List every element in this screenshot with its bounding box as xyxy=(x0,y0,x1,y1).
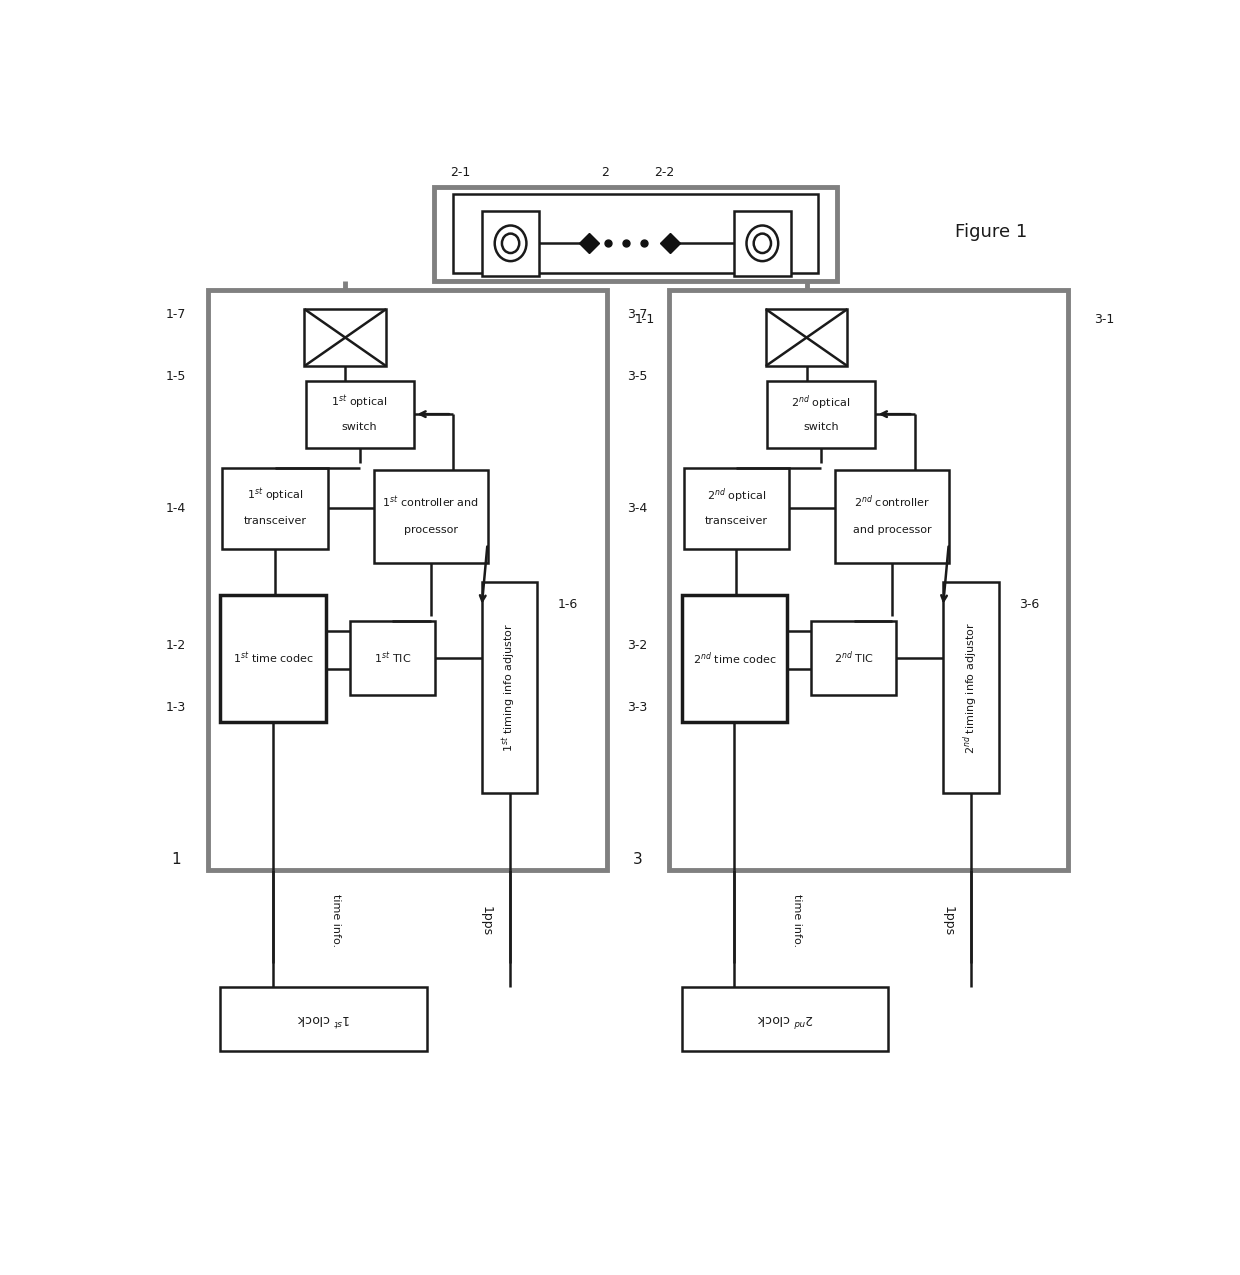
Bar xyxy=(768,381,874,448)
Ellipse shape xyxy=(502,233,520,252)
Text: switch: switch xyxy=(804,422,838,432)
Bar xyxy=(811,621,897,695)
Text: time info.: time info. xyxy=(792,894,802,947)
Text: 3-4: 3-4 xyxy=(627,502,647,515)
Bar xyxy=(734,210,791,275)
Text: 3-2: 3-2 xyxy=(627,639,647,653)
Bar xyxy=(481,581,537,793)
Bar xyxy=(374,470,487,564)
Bar xyxy=(682,987,888,1052)
Text: 2$^{nd}$ timing info adjustor: 2$^{nd}$ timing info adjustor xyxy=(961,622,980,754)
Text: processor: processor xyxy=(404,524,458,534)
Bar xyxy=(670,291,1068,870)
Text: 2-2: 2-2 xyxy=(655,166,675,178)
Text: 3-1: 3-1 xyxy=(1095,314,1115,326)
Text: transceiver: transceiver xyxy=(243,516,306,527)
Text: 2$^{nd}$ optical: 2$^{nd}$ optical xyxy=(707,486,766,505)
Ellipse shape xyxy=(495,226,527,261)
Text: 1$^{st}$ TIC: 1$^{st}$ TIC xyxy=(373,650,412,666)
Text: 3-3: 3-3 xyxy=(627,701,647,714)
Text: 1-5: 1-5 xyxy=(166,370,186,384)
Text: 1$^{st}$ optical: 1$^{st}$ optical xyxy=(247,487,304,505)
Text: 1-3: 1-3 xyxy=(166,701,186,714)
Text: 2$^{nd}$ TIC: 2$^{nd}$ TIC xyxy=(833,650,874,667)
Text: 1-1: 1-1 xyxy=(635,314,655,326)
Text: 2: 2 xyxy=(601,166,609,178)
Text: 2$^{nd}$ controller: 2$^{nd}$ controller xyxy=(854,493,930,510)
Text: 1-6: 1-6 xyxy=(558,598,578,611)
Text: 2$^{nd}$ clock: 2$^{nd}$ clock xyxy=(756,1011,813,1028)
Text: 2-1: 2-1 xyxy=(450,166,471,178)
Text: Figure 1: Figure 1 xyxy=(955,223,1027,241)
Bar xyxy=(836,470,949,564)
Text: 2$^{nd}$ time codec: 2$^{nd}$ time codec xyxy=(693,650,776,667)
Bar xyxy=(221,594,326,723)
Text: 3-7: 3-7 xyxy=(627,309,647,321)
Text: 2$^{nd}$ optical: 2$^{nd}$ optical xyxy=(791,393,851,412)
Text: 1$^{st}$ timing info adjustor: 1$^{st}$ timing info adjustor xyxy=(501,623,518,752)
Bar xyxy=(683,468,790,548)
Bar xyxy=(306,381,413,448)
Text: 1$^{st}$ optical: 1$^{st}$ optical xyxy=(331,394,388,411)
Text: 1-7: 1-7 xyxy=(166,309,186,321)
Bar xyxy=(434,187,837,280)
Bar xyxy=(221,987,427,1052)
Bar xyxy=(222,468,327,548)
Text: 1-4: 1-4 xyxy=(166,502,186,515)
Bar xyxy=(481,210,539,275)
Text: 1pps: 1pps xyxy=(941,905,955,936)
Bar xyxy=(942,581,998,793)
Text: 1$^{st}$ time codec: 1$^{st}$ time codec xyxy=(233,650,314,667)
Text: 3-6: 3-6 xyxy=(1019,598,1039,611)
Text: 1$^{st}$ clock: 1$^{st}$ clock xyxy=(296,1011,351,1028)
Text: 3: 3 xyxy=(632,853,642,867)
Ellipse shape xyxy=(746,226,779,261)
Text: 1-2: 1-2 xyxy=(166,639,186,653)
Text: and processor: and processor xyxy=(853,524,931,534)
Text: transceiver: transceiver xyxy=(704,516,768,527)
Text: time info.: time info. xyxy=(331,894,341,947)
Text: 1: 1 xyxy=(171,853,181,867)
Bar xyxy=(453,194,818,273)
Bar xyxy=(682,594,787,723)
Bar xyxy=(208,291,606,870)
Text: 1$^{st}$ controller and: 1$^{st}$ controller and xyxy=(382,495,480,510)
Bar xyxy=(305,309,386,366)
Text: 3-5: 3-5 xyxy=(627,370,647,384)
Bar xyxy=(766,309,847,366)
Ellipse shape xyxy=(754,233,771,252)
Text: 1pps: 1pps xyxy=(480,905,494,936)
Bar xyxy=(350,621,435,695)
Text: switch: switch xyxy=(342,422,377,432)
